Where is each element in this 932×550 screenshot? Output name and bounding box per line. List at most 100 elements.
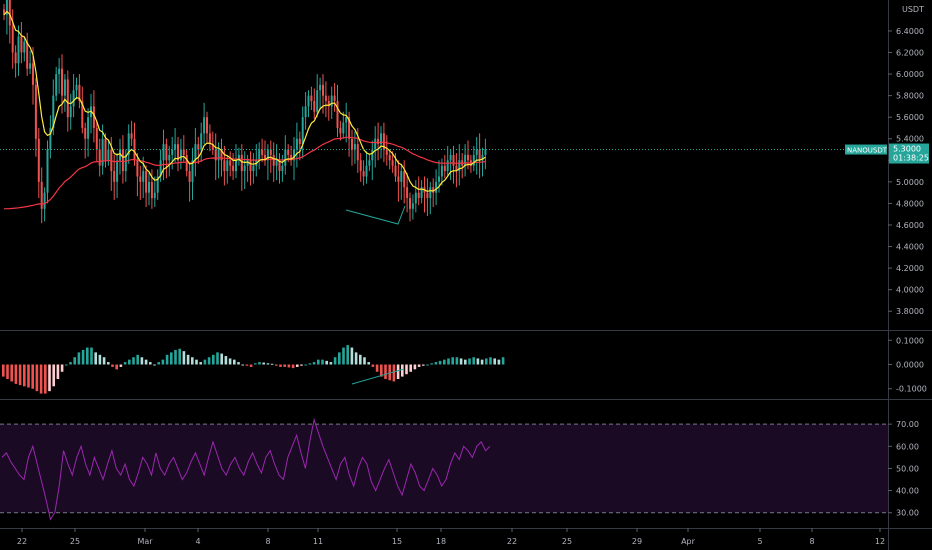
- candle-body: [14, 52, 17, 64]
- candle-body: [17, 36, 20, 64]
- candle-body: [290, 154, 293, 161]
- candle-body: [409, 198, 411, 209]
- macd-bar: [409, 364, 412, 372]
- candle-body: [272, 154, 275, 166]
- macd-bar: [354, 352, 358, 365]
- macd-bar: [417, 364, 421, 367]
- macd-bar: [182, 351, 186, 365]
- macd-bar: [459, 358, 463, 365]
- candle-body: [252, 165, 255, 172]
- candle-body: [400, 171, 403, 182]
- candle-body: [380, 133, 382, 145]
- candle-body: [411, 203, 414, 209]
- macd-tick-label: 0.1000: [896, 336, 924, 345]
- price-tick-label: 5.6000: [896, 113, 924, 122]
- price-tick-label: 4.0000: [896, 286, 924, 295]
- candle-body: [58, 68, 61, 75]
- candle-body: [214, 149, 217, 161]
- candle-body: [156, 176, 159, 193]
- macd-bar: [203, 359, 207, 365]
- macd-bar: [14, 364, 18, 384]
- candle-body: [46, 149, 49, 193]
- macd-bar: [485, 358, 488, 365]
- candle-body: [232, 165, 235, 172]
- macd-bar: [367, 362, 370, 365]
- macd-bar: [468, 358, 471, 365]
- candle-body: [342, 122, 345, 134]
- macd-bar: [300, 364, 303, 366]
- macd-bar: [312, 362, 316, 365]
- candle-body: [429, 187, 432, 199]
- macd-bar: [371, 364, 375, 367]
- candle-body: [243, 165, 246, 172]
- candle-body: [394, 165, 397, 177]
- time-tick-label: Apr: [681, 537, 696, 546]
- macd-bar: [291, 364, 295, 369]
- time-tick-label: Mar: [137, 537, 153, 546]
- time-tick-label: 8: [809, 537, 814, 546]
- macd-bar: [10, 364, 13, 382]
- price-tick-label: 4.2000: [896, 264, 924, 273]
- candle-body: [142, 171, 145, 182]
- macd-bar: [443, 359, 446, 365]
- candle-body: [414, 192, 417, 204]
- candle-body: [295, 138, 298, 150]
- candle-body: [235, 160, 237, 172]
- macd-bar: [233, 359, 236, 365]
- macd-bar: [111, 364, 114, 367]
- rsi-tick-label: 40.00: [896, 487, 919, 496]
- candle-body: [223, 160, 226, 172]
- candle-body: [87, 117, 90, 139]
- macd-bar: [489, 357, 492, 365]
- macd-bar: [136, 354, 139, 365]
- candle-body: [278, 160, 281, 172]
- candle-body: [324, 95, 327, 102]
- candle-body: [420, 187, 423, 199]
- macd-bar: [39, 364, 43, 394]
- macd-bar: [262, 362, 265, 365]
- candle-body: [333, 95, 336, 102]
- candle-body: [261, 149, 264, 155]
- macd-bar: [18, 364, 22, 386]
- candle-body: [75, 84, 78, 91]
- time-tick-label: 5: [757, 537, 762, 546]
- macd-bar: [363, 357, 366, 365]
- candle-body: [377, 138, 380, 145]
- candle-body: [362, 171, 365, 177]
- macd-bar: [144, 359, 148, 365]
- candle-body: [200, 133, 203, 150]
- candle-body: [452, 154, 455, 166]
- macd-bar: [27, 364, 30, 388]
- candle-body: [374, 138, 377, 150]
- candle-body: [208, 133, 211, 145]
- candle-body: [95, 127, 98, 150]
- symbol-badge-text: NANOUSDT: [847, 147, 888, 155]
- macd-bar: [195, 359, 198, 365]
- macd-bar: [207, 357, 211, 365]
- candle-body: [148, 181, 150, 193]
- macd-bar: [493, 358, 496, 365]
- macd-bar: [375, 364, 379, 372]
- candle-body: [458, 160, 461, 172]
- candle-body: [275, 160, 278, 166]
- candle-body: [258, 149, 261, 161]
- candle-body: [124, 154, 127, 172]
- macd-bar: [283, 364, 286, 367]
- macd-bar: [224, 356, 228, 365]
- candle-body: [266, 149, 269, 161]
- macd-bar: [119, 364, 123, 367]
- macd-bar: [178, 348, 181, 365]
- macd-bar: [98, 354, 102, 365]
- macd-tick-label: -0.1000: [896, 385, 927, 394]
- symbol-badge: [845, 144, 887, 155]
- candle-body: [368, 160, 371, 166]
- candle-body: [226, 160, 229, 172]
- macd-bar: [153, 364, 156, 366]
- candle-body: [5, 0, 8, 15]
- candle-body: [382, 133, 385, 150]
- candle-body: [432, 187, 435, 193]
- candle-body: [435, 181, 438, 193]
- candle-body: [264, 154, 266, 161]
- macd-bar: [23, 364, 26, 387]
- macd-bar: [69, 362, 72, 365]
